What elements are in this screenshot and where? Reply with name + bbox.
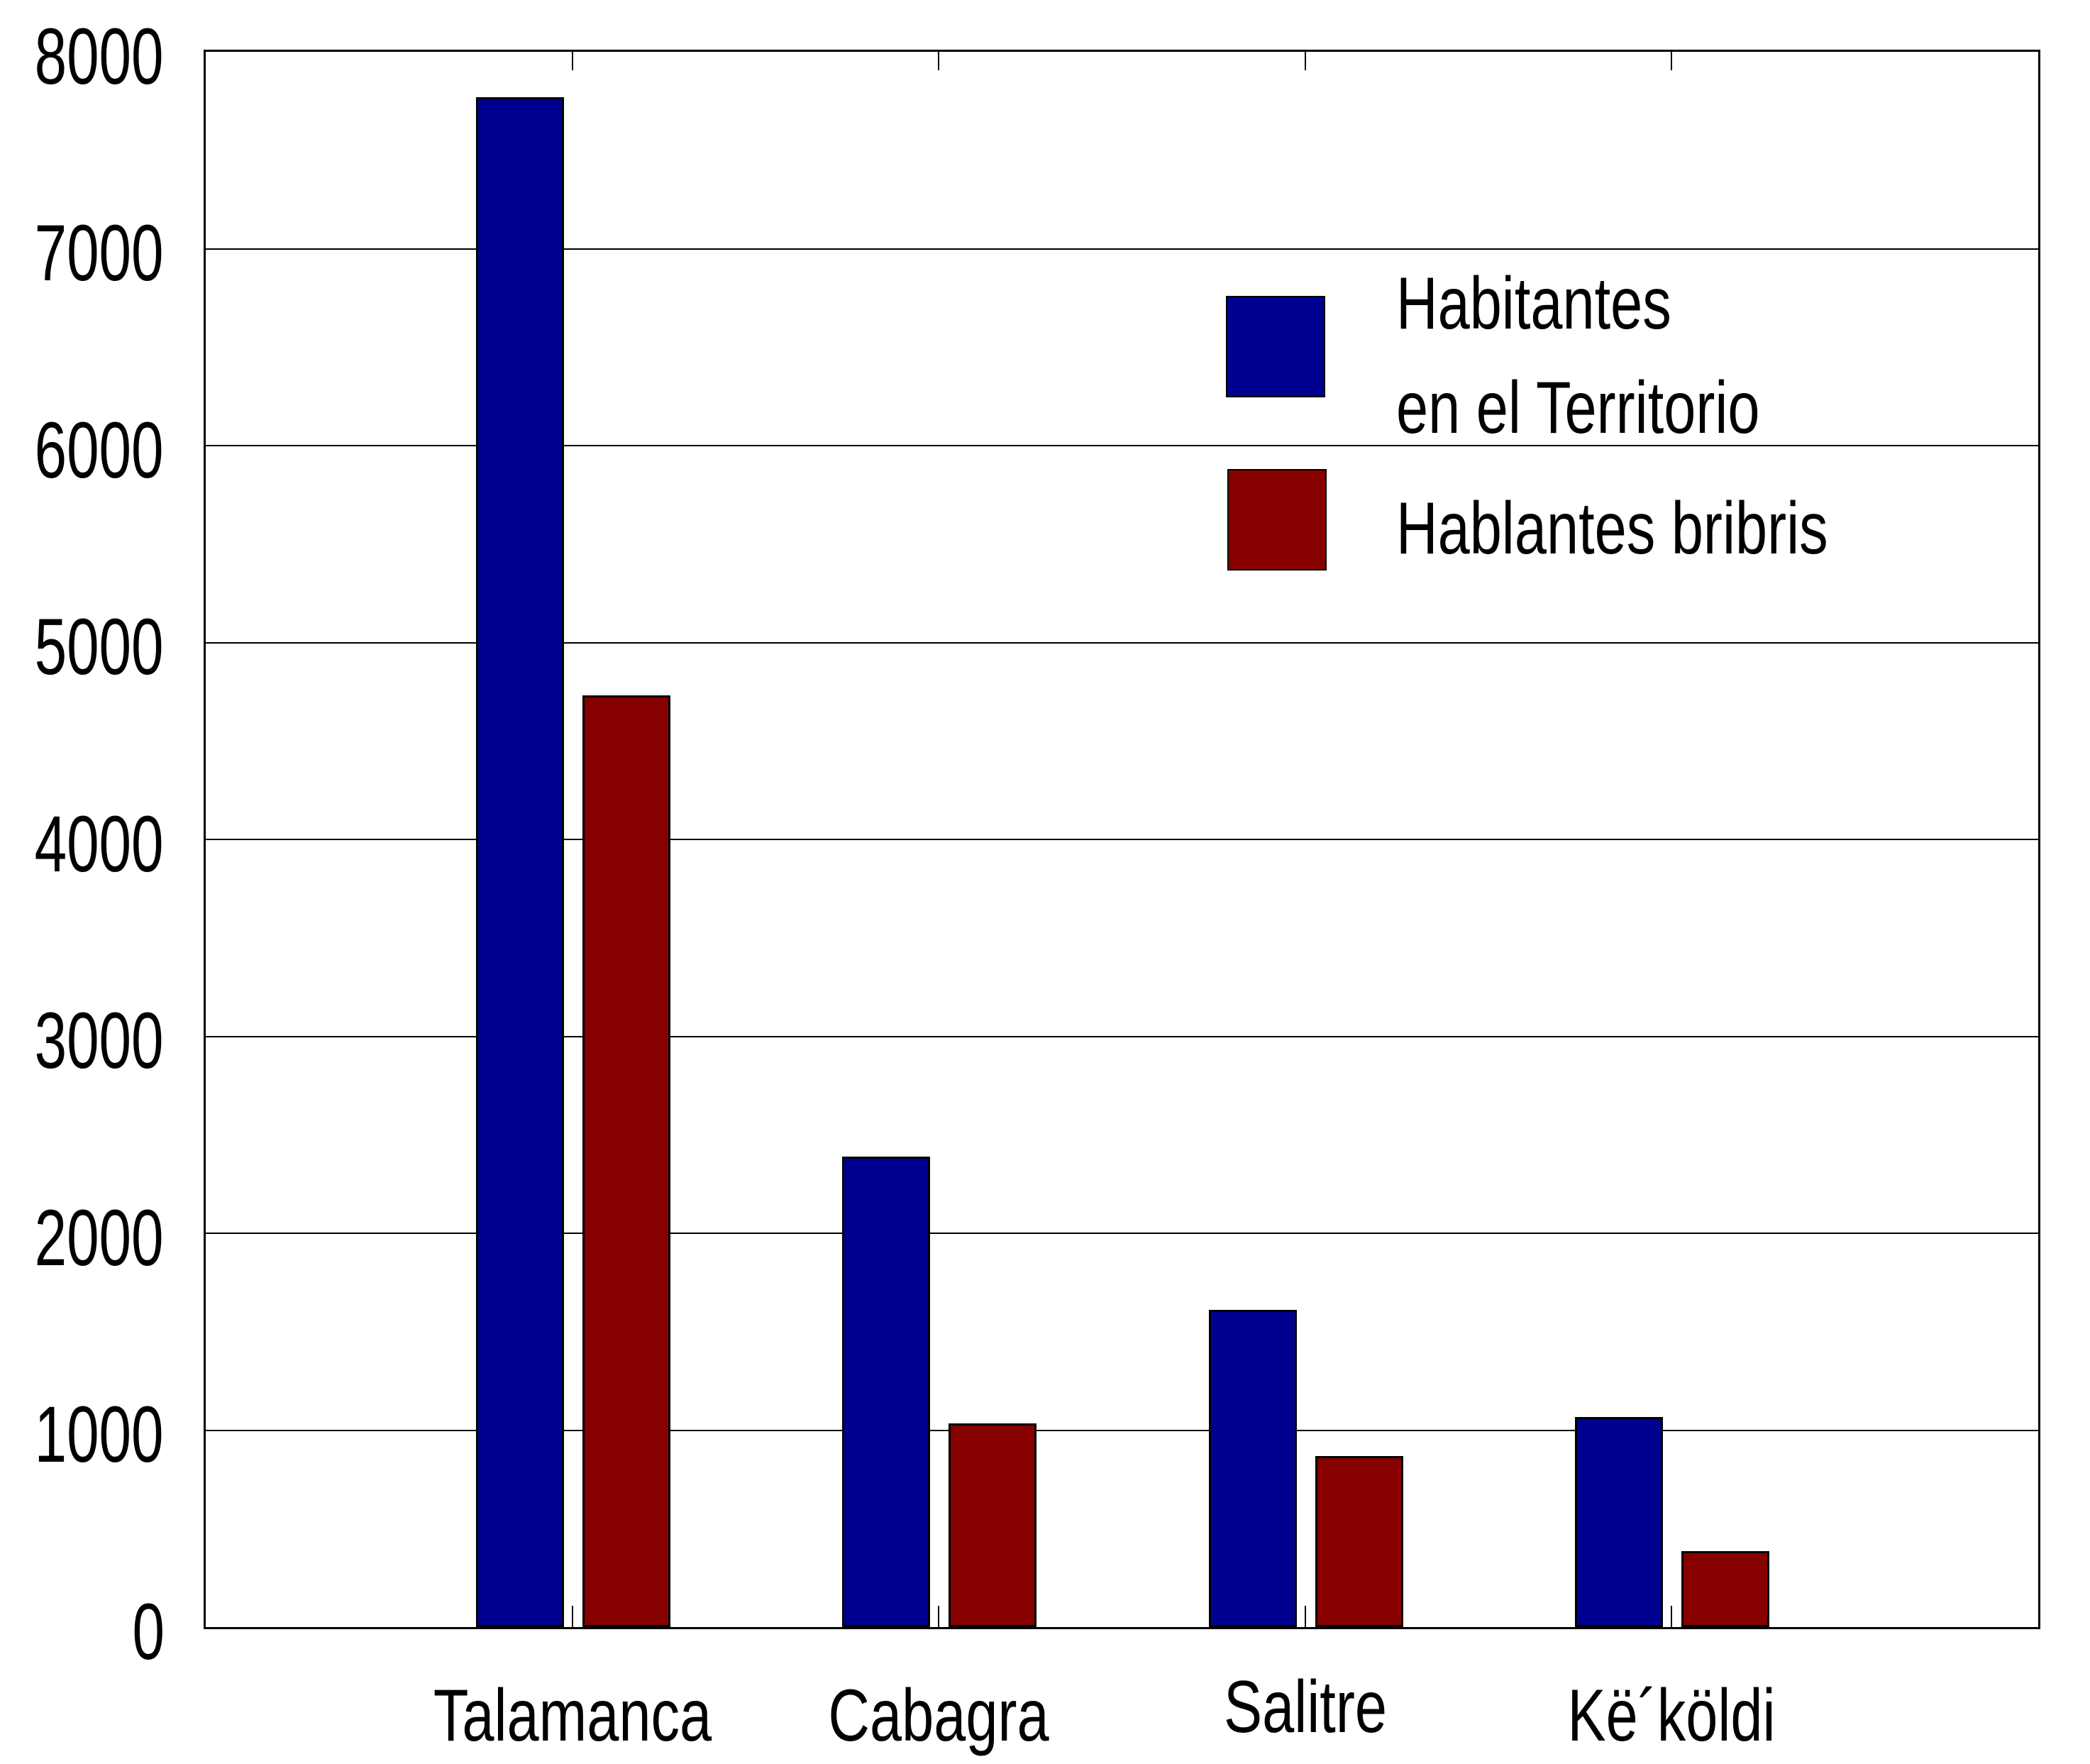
bar-hablantes-Talamanca — [582, 695, 670, 1627]
gridline-6000 — [206, 445, 2038, 446]
y-axis-label-7000: 7000 — [34, 209, 164, 297]
y-axis-label-1000: 1000 — [34, 1390, 164, 1479]
x-tick-bottom-Talamanca — [571, 1606, 573, 1627]
legend-swatch-habitantes — [1226, 296, 1325, 397]
bar-habitantes-Kë´köldi — [1575, 1417, 1664, 1627]
x-axis-label-Talamanca: Talamanca — [433, 1675, 712, 1757]
bar-habitantes-Cabagra — [842, 1157, 931, 1627]
x-tick-top-Salitre — [1304, 52, 1306, 70]
x-tick-top-Talamanca — [571, 52, 573, 70]
gridline-3000 — [206, 1035, 2038, 1037]
bar-habitantes-Salitre — [1208, 1310, 1297, 1627]
y-axis-label-4000: 4000 — [34, 800, 164, 888]
plot-area — [204, 50, 2040, 1629]
legend-label-hablantes-line1: Hablantes bribris — [1396, 487, 1828, 570]
bar-habitantes-Talamanca — [475, 97, 564, 1627]
x-tick-top-Kë´köldi — [1671, 52, 1673, 70]
legend-label-habitantes-line1: Habitantes — [1396, 263, 1671, 345]
gridline-5000 — [206, 641, 2038, 644]
legend-swatch-hablantes — [1227, 469, 1327, 570]
gridline-1000 — [206, 1429, 2038, 1431]
x-tick-bottom-Salitre — [1304, 1606, 1306, 1627]
y-axis-label-5000: 5000 — [34, 602, 164, 691]
x-tick-bottom-Kë´köldi — [1671, 1606, 1673, 1627]
y-axis-label-6000: 6000 — [34, 406, 164, 495]
gridline-4000 — [206, 839, 2038, 840]
y-axis-label-3000: 3000 — [34, 996, 164, 1085]
y-axis-label-0: 0 — [132, 1587, 165, 1676]
x-tick-bottom-Cabagra — [938, 1606, 940, 1627]
gridline-7000 — [206, 248, 2038, 250]
x-axis-label-Cabagra: Cabagra — [828, 1675, 1049, 1757]
bar-hablantes-Cabagra — [949, 1423, 1037, 1627]
bar-hablantes-Salitre — [1315, 1456, 1403, 1627]
x-axis-label-Salitre: Salitre — [1224, 1666, 1387, 1748]
x-axis-label-Kë´köldi: Kë´köldi — [1567, 1675, 1776, 1757]
y-axis-label-8000: 8000 — [34, 12, 164, 101]
y-axis-label-2000: 2000 — [34, 1194, 164, 1282]
bar-hablantes-Kë´köldi — [1681, 1551, 1770, 1627]
x-tick-top-Cabagra — [938, 52, 940, 70]
gridline-2000 — [206, 1233, 2038, 1234]
legend-label-habitantes-line2: en el Territorio — [1396, 367, 1760, 449]
